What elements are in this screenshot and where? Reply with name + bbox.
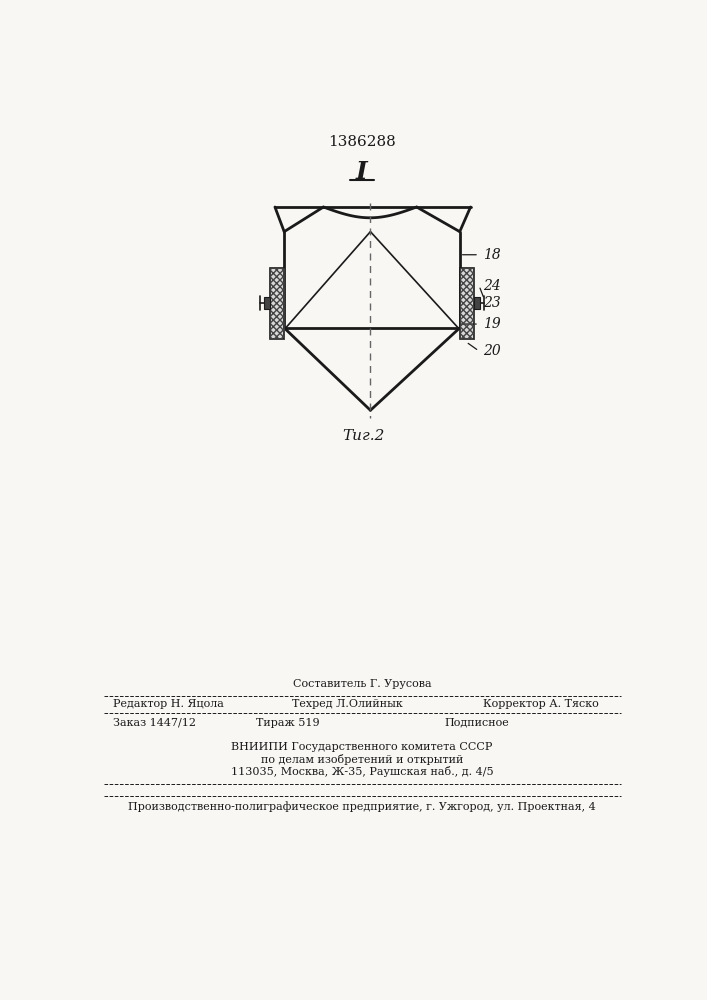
Text: 20: 20 bbox=[483, 344, 501, 358]
Text: 113035, Москва, Ж-35, Раушская наб., д. 4/5: 113035, Москва, Ж-35, Раушская наб., д. … bbox=[230, 766, 493, 777]
Text: Редактор Н. Яцола: Редактор Н. Яцола bbox=[113, 699, 224, 709]
Text: по делам изобретений и открытий: по делам изобретений и открытий bbox=[261, 754, 463, 765]
Text: Тираж 519: Тираж 519 bbox=[256, 718, 320, 728]
Text: Составитель Г. Урусова: Составитель Г. Урусова bbox=[293, 679, 431, 689]
Text: Производственно-полиграфическое предприятие, г. Ужгород, ул. Проектная, 4: Производственно-полиграфическое предприя… bbox=[128, 801, 596, 812]
Text: 18: 18 bbox=[483, 248, 501, 262]
Text: 1386288: 1386288 bbox=[328, 135, 396, 149]
Text: Τиг.2: Τиг.2 bbox=[342, 429, 385, 443]
Text: Подписное: Подписное bbox=[444, 718, 509, 728]
Polygon shape bbox=[474, 297, 480, 309]
Polygon shape bbox=[270, 268, 284, 339]
Text: 24: 24 bbox=[483, 279, 501, 293]
Polygon shape bbox=[264, 297, 270, 309]
Text: Заказ 1447/12: Заказ 1447/12 bbox=[113, 718, 197, 728]
Text: Корректор А. Тяско: Корректор А. Тяско bbox=[483, 699, 599, 709]
Polygon shape bbox=[460, 268, 474, 339]
Text: Техред Л.Олийнык: Техред Л.Олийнык bbox=[292, 699, 402, 709]
Text: I: I bbox=[356, 160, 368, 184]
Text: ВНИИПИ Государственного комитета СССР: ВНИИПИ Государственного комитета СССР bbox=[231, 742, 493, 752]
Text: 23: 23 bbox=[483, 296, 501, 310]
Text: 19: 19 bbox=[483, 317, 501, 331]
